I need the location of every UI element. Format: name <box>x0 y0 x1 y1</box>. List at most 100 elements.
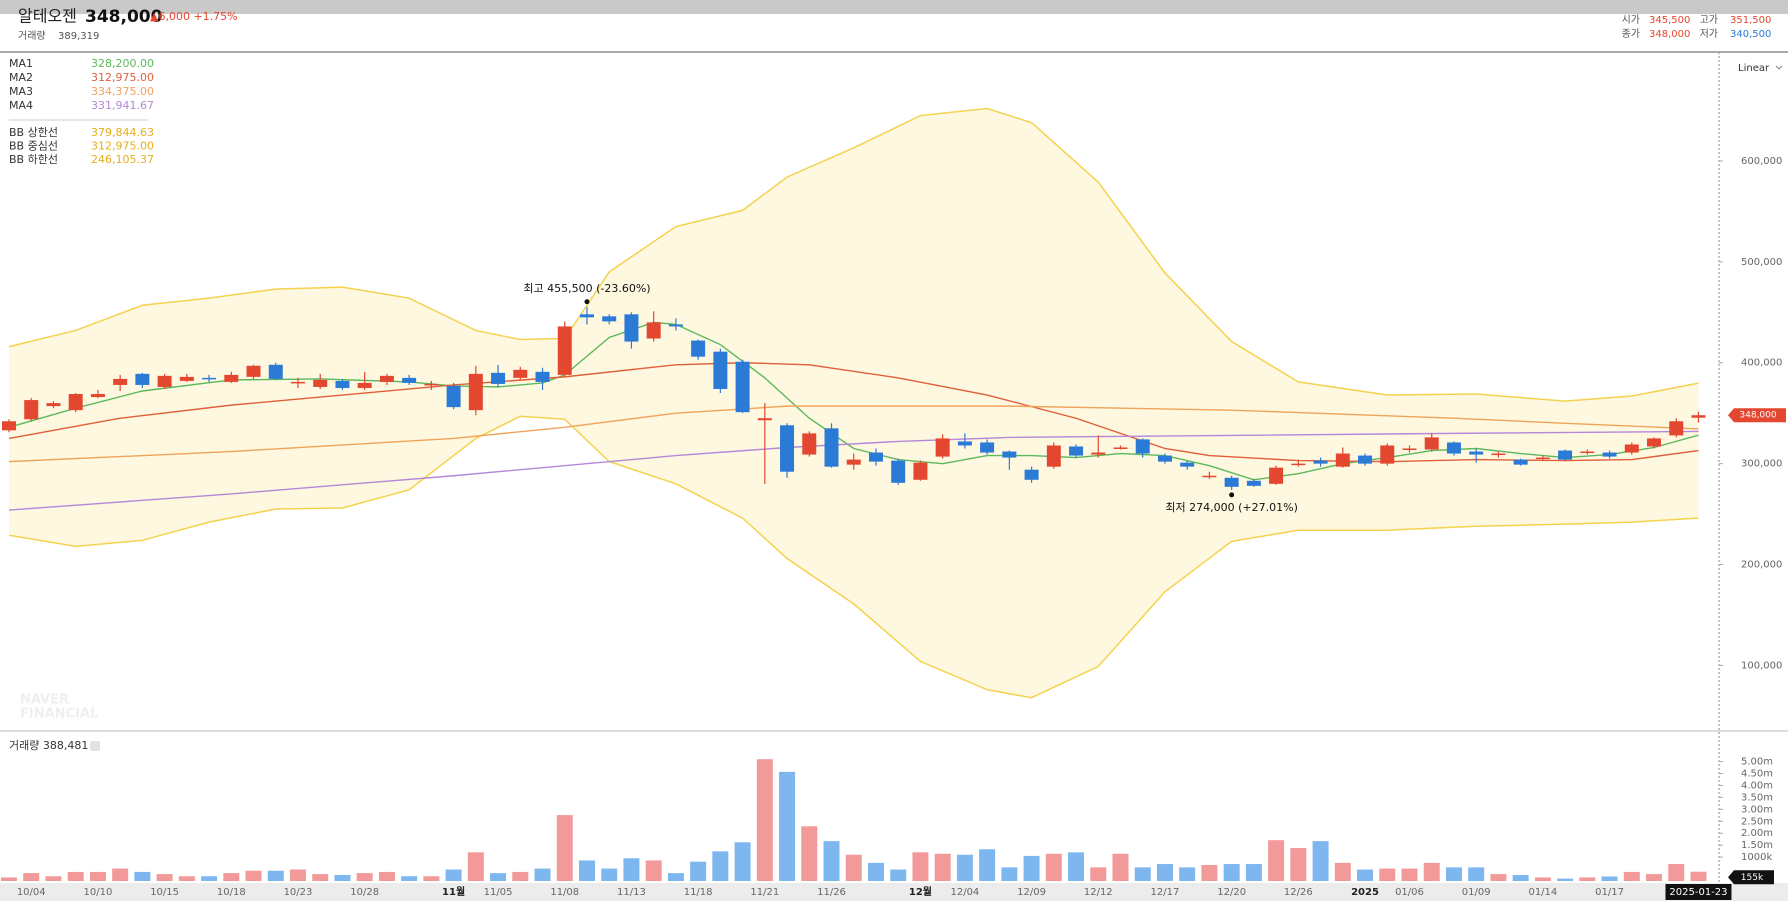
x-tick-label: 12/04 <box>950 887 979 898</box>
volume-bar <box>223 873 240 881</box>
annotation-label: 최저 274,000 (+27.01%) <box>1165 501 1297 514</box>
volume-bar <box>1601 876 1618 881</box>
ohlc-value: 351,500 <box>1730 15 1771 26</box>
settings-icon[interactable] <box>90 741 100 751</box>
legend-name: MA3 <box>9 85 33 98</box>
volume-bar <box>867 862 884 881</box>
bollinger-band-fill <box>9 108 1699 698</box>
volume-bar <box>289 869 306 881</box>
volume-bar <box>801 826 818 881</box>
volume-bar <box>1312 841 1329 881</box>
candle-body <box>1335 453 1350 467</box>
legend-value: 334,375.00 <box>91 85 154 98</box>
candle-body <box>491 372 506 384</box>
candle-body <box>1002 451 1017 458</box>
candle-body <box>1180 462 1195 467</box>
volume-bar <box>23 873 40 881</box>
volume-tick-label: 4.00m <box>1741 780 1773 791</box>
volume-bar <box>667 873 684 881</box>
volume-bar <box>645 860 662 881</box>
volume-bar <box>67 871 84 881</box>
annotation-label: 최고 455,500 (-23.60%) <box>523 282 650 295</box>
candle-body <box>1558 450 1573 460</box>
candle-body <box>1313 460 1328 464</box>
candle-body <box>1535 457 1550 460</box>
candle-body <box>24 400 39 420</box>
volume-bar <box>1423 862 1440 881</box>
candle-body <box>46 403 61 407</box>
x-axis-strip <box>0 883 1788 901</box>
volume-bar <box>890 869 907 881</box>
candle-body <box>135 373 150 385</box>
candle-body <box>1624 444 1639 453</box>
volume-bar <box>1090 867 1107 881</box>
candle-body <box>113 378 128 385</box>
volume-bar <box>1112 853 1129 881</box>
candle-body <box>868 452 883 462</box>
volume-value: 389,319 <box>58 31 99 42</box>
volume-bar <box>45 876 62 881</box>
volume-bar <box>1334 862 1351 881</box>
x-tick-label: 01/09 <box>1462 887 1491 898</box>
legend-value: 328,200.00 <box>91 57 154 70</box>
volume-bar <box>1557 878 1574 881</box>
volume-bar <box>1401 868 1418 881</box>
volume-bar <box>823 841 840 881</box>
volume-bar <box>779 771 796 881</box>
volume-bar <box>490 873 507 881</box>
background-layer <box>8 107 1699 699</box>
volume-bar <box>1490 874 1507 881</box>
volume-bar <box>690 861 707 881</box>
x-tick-label: 2025-01-23 <box>1669 887 1727 898</box>
candle-body <box>1246 480 1261 486</box>
volume-bar <box>334 875 351 881</box>
volume-bar <box>1179 867 1196 881</box>
candle-body <box>1113 447 1128 449</box>
volume-tick-label: 1000k <box>1741 852 1772 863</box>
candle-body <box>313 379 328 387</box>
volume-label: 거래량 <box>18 30 46 42</box>
volume-bar <box>534 868 551 881</box>
volume-bar <box>712 851 729 881</box>
volume-tick-label: 5.00m <box>1741 757 1773 768</box>
candle-body <box>1491 453 1506 456</box>
candle-body <box>1402 448 1417 451</box>
volume-bar <box>267 870 284 881</box>
volume-bar <box>734 842 751 881</box>
x-tick-label: 11/13 <box>617 887 646 898</box>
volume-bar <box>912 852 929 881</box>
current-price-tag <box>1728 408 1786 423</box>
candle-body <box>780 425 795 472</box>
volume-bar <box>1134 867 1151 881</box>
candle-body <box>535 371 550 382</box>
current-price-label: 348,000 <box>1739 411 1776 421</box>
x-tick-label: 12월 <box>909 886 932 898</box>
x-tick-label: 12/26 <box>1284 887 1313 898</box>
x-tick-label: 11/05 <box>484 887 513 898</box>
scale-dropdown[interactable]: Linear <box>1738 63 1770 74</box>
ohlc-label: 고가 <box>1700 14 1718 26</box>
volume-bar <box>1468 867 1485 881</box>
price-change: ▲6,000 +1.75% <box>150 10 238 23</box>
volume-bar <box>956 854 973 881</box>
dropdown-chevron[interactable] <box>1775 65 1783 70</box>
volume-tick-label: 3.00m <box>1741 804 1773 815</box>
top-bar <box>0 0 1788 14</box>
volume-bar <box>1379 868 1396 881</box>
candle-body <box>335 380 350 388</box>
volume-bar <box>1690 871 1707 881</box>
candle-body <box>1224 477 1239 487</box>
date-cursor-box <box>1665 884 1732 900</box>
annotation-dot <box>584 299 590 305</box>
candle-body <box>179 376 194 381</box>
volume-bar <box>756 759 773 881</box>
candle-body <box>824 428 839 467</box>
candle-body <box>1091 452 1106 455</box>
x-tick-label: 12/12 <box>1084 887 1113 898</box>
volume-bar <box>445 869 462 881</box>
volume-bar <box>601 868 618 881</box>
x-tick-label: 10/04 <box>17 887 46 898</box>
legend-name: BB 중심선 <box>9 140 58 153</box>
